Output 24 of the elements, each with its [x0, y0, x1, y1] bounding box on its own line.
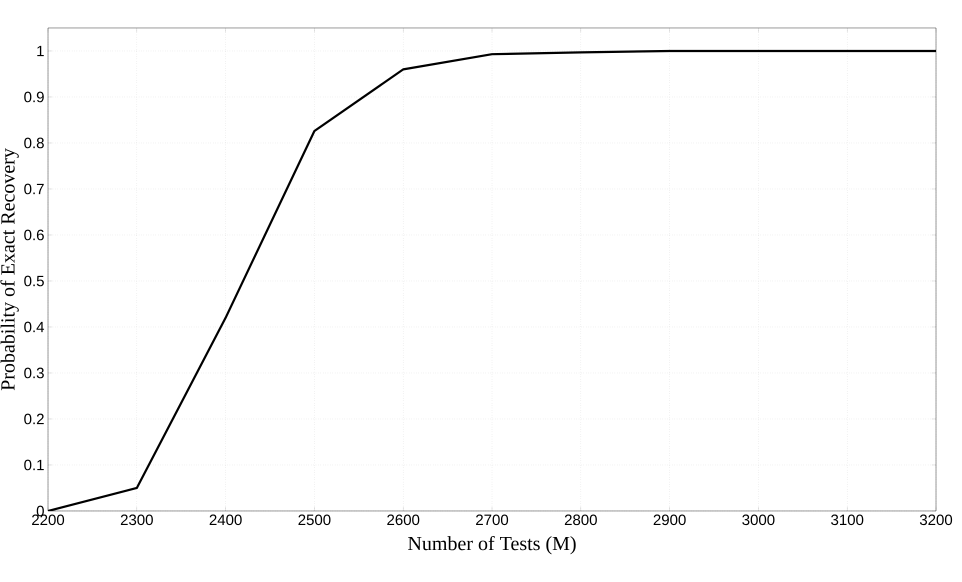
y-tick-label: 0.6	[24, 230, 44, 240]
x-tick-label: 2700	[476, 514, 508, 526]
y-tick-label: 0.7	[24, 184, 44, 194]
y-tick-label: 0.9	[24, 92, 44, 102]
y-axis-title: Probability of Exact Recovery	[0, 148, 19, 390]
y-tick-label: 1	[37, 46, 44, 56]
y-tick-label: 0.2	[24, 414, 44, 424]
y-tick-label: 0.1	[24, 460, 44, 470]
x-tick-label: 2900	[654, 514, 686, 526]
x-tick-label: 3200	[920, 514, 952, 526]
x-tick-label: 3100	[831, 514, 864, 526]
x-tick-label: 2300	[120, 514, 153, 526]
y-tick-label: 0	[36, 506, 44, 516]
y-tick-label: 0.5	[24, 276, 44, 286]
y-tick-label: 0.8	[24, 138, 44, 148]
x-axis-title: Number of Tests (M)	[408, 536, 576, 554]
x-tick-label: 2200	[32, 514, 64, 526]
x-tick-label: 3000	[742, 514, 774, 526]
x-tick-label: 2400	[210, 514, 242, 526]
x-tick-label: 2500	[298, 514, 330, 526]
x-tick-label: 2800	[564, 514, 597, 526]
y-tick-label: 0.3	[24, 368, 44, 378]
y-tick-label: 0.4	[24, 322, 44, 332]
x-tick-label: 2600	[387, 514, 420, 526]
